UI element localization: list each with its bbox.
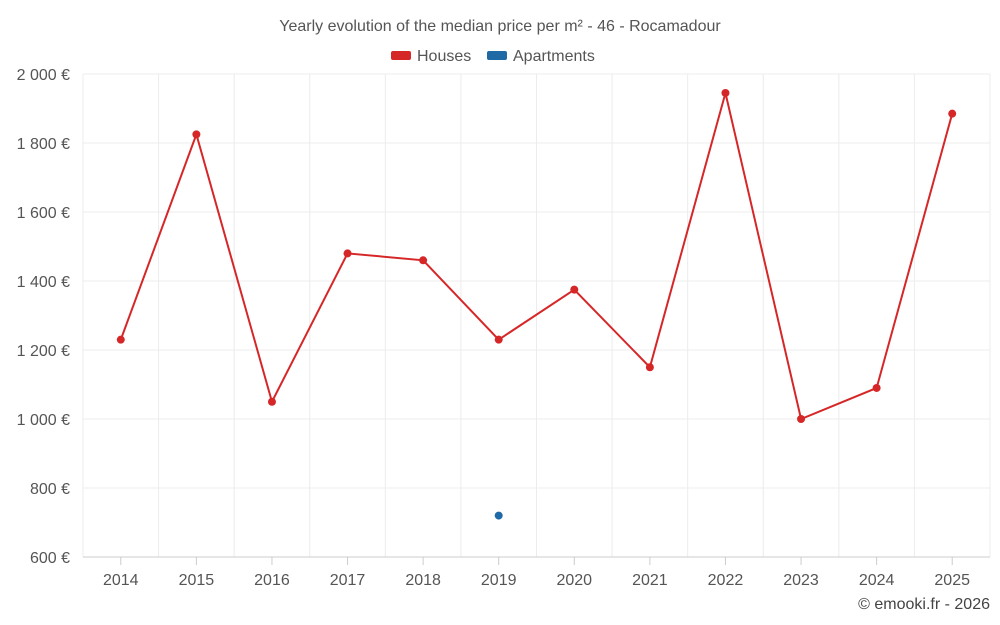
legend-swatch-apartments [487, 51, 507, 60]
data-point-houses[interactable] [267, 397, 276, 406]
legend-label-apartments: Apartments [513, 48, 595, 65]
data-point-houses[interactable] [116, 335, 125, 344]
x-tick-label: 2025 [934, 572, 970, 589]
data-point-houses[interactable] [192, 130, 201, 139]
x-tick-label: 2023 [783, 572, 819, 589]
legend-swatch-houses [391, 51, 411, 60]
y-tick-label: 1 200 € [17, 343, 70, 360]
x-tick-label: 2014 [103, 572, 139, 589]
x-tick-label: 2015 [179, 572, 215, 589]
axes: 600 € 800 € 1 000 € 1 200 € 1 400 € 1 600 € 1 … [17, 67, 990, 589]
legend-item-houses[interactable]: Houses [391, 48, 471, 65]
legend: Houses Apartments [391, 48, 595, 65]
data-point-houses[interactable] [494, 335, 503, 344]
data-point-houses[interactable] [645, 363, 654, 372]
y-tick-label: 800 € [30, 481, 70, 498]
y-tick-label: 600 € [30, 550, 70, 567]
legend-item-apartments[interactable]: Apartments [487, 48, 595, 65]
credit-text: © emooki.fr - 2026 [858, 596, 990, 613]
legend-label-houses: Houses [417, 48, 471, 65]
series [116, 88, 957, 520]
data-point-houses[interactable] [721, 88, 730, 97]
x-tick-label: 2022 [708, 572, 744, 589]
y-tick-label: 1 400 € [17, 274, 70, 291]
data-point-houses[interactable] [872, 383, 881, 392]
data-point-houses[interactable] [570, 285, 579, 294]
x-tick-label: 2024 [859, 572, 895, 589]
data-point-apartments[interactable] [494, 511, 503, 520]
data-point-houses[interactable] [948, 109, 957, 118]
chart-title: Yearly evolution of the median price per… [279, 18, 721, 35]
x-tick-label: 2021 [632, 572, 668, 589]
x-tick-label: 2017 [330, 572, 366, 589]
y-tick-label: 2 000 € [17, 67, 70, 84]
x-tick-label: 2019 [481, 572, 517, 589]
data-point-houses[interactable] [419, 256, 428, 265]
grid [82, 73, 991, 558]
x-tick-label: 2016 [254, 572, 290, 589]
data-point-houses[interactable] [797, 415, 806, 423]
data-point-houses[interactable] [343, 249, 352, 258]
y-tick-label: 1 000 € [17, 412, 70, 429]
x-tick-label: 2018 [405, 572, 441, 589]
series-line-houses [119, 92, 954, 421]
x-tick-label: 2020 [556, 572, 592, 589]
y-tick-label: 1 800 € [17, 136, 70, 153]
y-tick-label: 1 600 € [17, 205, 70, 222]
